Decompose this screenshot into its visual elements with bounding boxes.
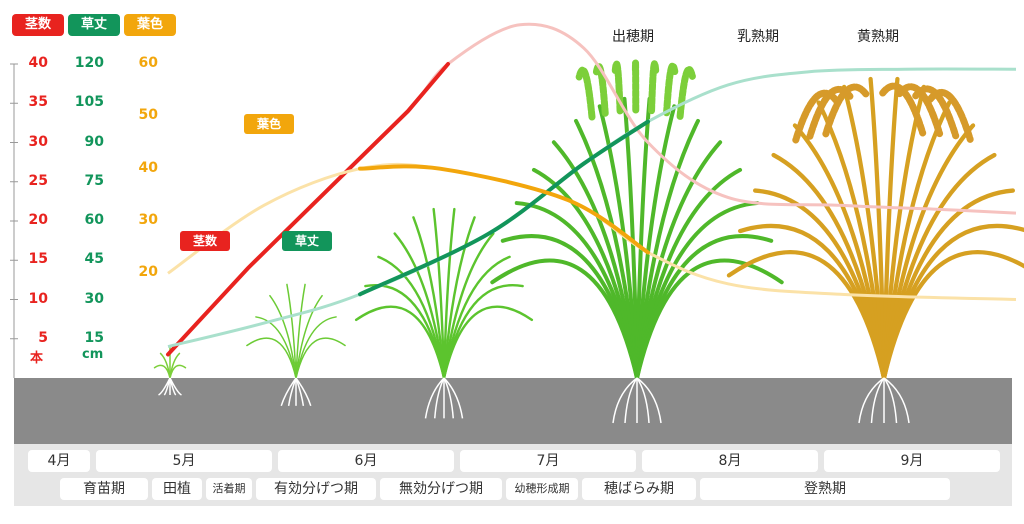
tillers-tick-1: 10: [28, 290, 48, 307]
legend-leaf-color: 葉色: [124, 14, 176, 36]
tillers-line: [166, 62, 450, 357]
phase-2: 活着期: [206, 478, 252, 500]
tillers-tick-7: 40: [28, 55, 48, 71]
height-tick-7: 120: [74, 55, 104, 71]
tillers-tick-5: 30: [28, 133, 48, 150]
rice-plant-0: [153, 347, 187, 396]
rice-plant-2: [354, 207, 534, 419]
rice-plant-4: [726, 76, 1024, 424]
month-1: 5月: [96, 450, 272, 472]
month-5: 9月: [824, 450, 1000, 472]
height-tick-6: 105: [74, 94, 104, 111]
leaf-color-tick-2: 40: [138, 159, 158, 176]
ground: [14, 378, 1012, 444]
height-unit: cm: [82, 347, 104, 362]
phase-6: 穂ばらみ期: [582, 478, 696, 500]
stage-milk-ripe: 乳熟期: [737, 29, 779, 45]
leaf-color-tick-4: 60: [138, 55, 158, 71]
rice-plant-1: [246, 283, 346, 407]
stage-yellow-ripe: 黄熟期: [857, 29, 899, 45]
legend-height: 草丈: [68, 14, 120, 36]
phase-4: 無効分げつ期: [380, 478, 502, 500]
height-tick-2: 45: [84, 251, 104, 268]
timeline: 4月 5月 6月 7月 8月 9月 育苗期 田植 活着期 有効分げつ期 無効分げつ期 幼穂形成期 穂ば…: [14, 444, 1012, 506]
month-4: 8月: [642, 450, 818, 472]
height-line: [358, 119, 650, 297]
tillers-tick-0: 5: [38, 329, 48, 346]
series-lines: [166, 22, 1017, 357]
legend-tillers: 茎数: [12, 14, 64, 36]
tillers-tick-2: 15: [28, 251, 48, 268]
height-tick-4: 75: [84, 172, 104, 189]
height-tick-5: 90: [84, 133, 104, 150]
phase-3: 有効分げつ期: [256, 478, 376, 500]
tillers-tick-3: 20: [28, 212, 48, 228]
month-3: 7月: [460, 450, 636, 472]
leaf-color-tick-1: 30: [138, 212, 158, 228]
phase-7: 登熟期: [700, 478, 950, 500]
height-tick-3: 60: [84, 212, 104, 228]
phase-0: 育苗期: [60, 478, 148, 500]
leaf-color-line: [358, 164, 650, 255]
phase-1: 田植: [152, 478, 202, 500]
leaf-color-tick-3: 50: [138, 107, 158, 124]
leaf-color-tick-0: 20: [138, 264, 158, 281]
callout-height: 草丈: [282, 231, 332, 251]
stage-heading: 出穂期: [612, 29, 654, 45]
tillers-tick-6: 35: [28, 94, 48, 111]
rice-plant-3: [490, 59, 784, 424]
month-2: 6月: [278, 450, 454, 472]
height-tick-1: 30: [84, 290, 104, 307]
callout-leaf-color: 葉色: [244, 114, 294, 134]
month-0: 4月: [28, 450, 90, 472]
tillers-tick-4: 25: [28, 172, 48, 189]
phase-5: 幼穂形成期: [506, 478, 578, 500]
tillers-unit: 本: [30, 351, 44, 366]
callout-tillers: 茎数: [180, 231, 230, 251]
rice-plants: [153, 59, 1024, 424]
height-tick-0: 15: [84, 329, 104, 346]
